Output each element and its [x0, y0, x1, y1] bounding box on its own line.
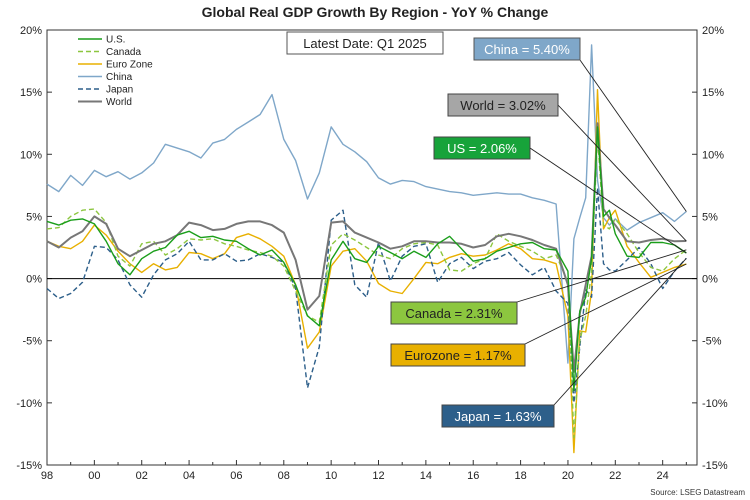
callout-leader	[579, 59, 687, 212]
plot-frame	[46, 29, 698, 466]
latest-date-box: Latest Date: Q1 2025	[286, 31, 444, 55]
y-tick-label: -15%	[16, 460, 42, 472]
callout-box	[473, 37, 581, 61]
y-tick-label-right: 5%	[702, 211, 718, 223]
legend-label: Canada	[106, 47, 141, 58]
series-line-canada	[46, 134, 687, 439]
series-line-japan	[46, 187, 687, 404]
y-tick-label-right: -10%	[702, 398, 728, 410]
callout-label: Eurozone = 1.17%	[404, 348, 512, 363]
chart-title: Global Real GDP Growth By Region - YoY %…	[202, 4, 549, 20]
x-tick-label: 04	[183, 470, 195, 482]
series-line-euro-zone	[46, 89, 687, 454]
callout-box	[441, 404, 555, 428]
callout-box	[447, 93, 559, 117]
x-tick-label: 24	[657, 470, 669, 482]
x-tick-label: 98	[41, 470, 53, 482]
callout-leader	[553, 258, 687, 406]
x-tick-label: 18	[514, 470, 526, 482]
x-tick-label: 02	[136, 470, 148, 482]
y-tick-label: 20%	[20, 25, 42, 37]
y-tick-label: -10%	[16, 398, 42, 410]
legend-label: World	[106, 97, 132, 108]
x-tick-label: 14	[420, 470, 432, 482]
y-tick-label: 15%	[20, 87, 42, 99]
y-axis-right: 20% 15% 10% 5% 0% -5% -10% -15%	[692, 25, 728, 472]
callout-box	[433, 136, 531, 160]
x-tick-label: 12	[372, 470, 384, 482]
y-tick-label: 10%	[20, 149, 42, 161]
x-tick-label: 08	[278, 470, 290, 482]
y-tick-label-right: 0%	[702, 274, 718, 286]
callout-leader	[557, 104, 687, 242]
latest-date-label: Latest Date: Q1 2025	[303, 36, 427, 51]
series-lines	[46, 44, 687, 454]
callout-leader	[529, 147, 687, 254]
x-tick-label: 16	[467, 470, 479, 482]
series-line-u-s	[46, 126, 687, 392]
x-tick-label: 10	[325, 470, 337, 482]
y-tick-label-right: -5%	[702, 336, 722, 348]
callout-box	[390, 343, 526, 367]
legend-label: China	[106, 72, 133, 83]
y-tick-label: 5%	[26, 211, 42, 223]
legend-label: Euro Zone	[106, 60, 153, 71]
callout-leader	[516, 249, 687, 303]
x-tick-label: 20	[562, 470, 574, 482]
y-tick-label-right: 15%	[702, 87, 724, 99]
callout-leader	[524, 263, 687, 345]
y-tick-label: 0%	[26, 274, 42, 286]
x-axis: 98 00 02 04 06 08 10 12 14 16 18 20 22 24	[41, 460, 687, 482]
y-tick-label-right: 10%	[702, 149, 724, 161]
callouts: China = 5.40% World = 3.02% US = 2.06% Cana…	[390, 37, 687, 428]
x-tick-label: 06	[230, 470, 242, 482]
y-tick-label-right: 20%	[702, 25, 724, 37]
series-line-china	[46, 44, 687, 364]
y-tick-label: -5%	[22, 336, 42, 348]
callout-label: China = 5.40%	[484, 42, 570, 57]
callout-label: Japan = 1.63%	[454, 409, 542, 424]
legend-label: Japan	[106, 85, 133, 96]
source-label: Source: LSEG Datastream	[650, 488, 745, 497]
x-tick-label: 22	[609, 470, 621, 482]
callout-label: World = 3.02%	[460, 98, 546, 113]
legend-label: U.S.	[106, 35, 125, 46]
y-tick-label-right: -15%	[702, 460, 728, 472]
callout-label: US = 2.06%	[447, 141, 517, 156]
x-tick-label: 00	[88, 470, 100, 482]
callout-label: Canada = 2.31%	[405, 306, 503, 321]
callout-box	[390, 301, 518, 325]
